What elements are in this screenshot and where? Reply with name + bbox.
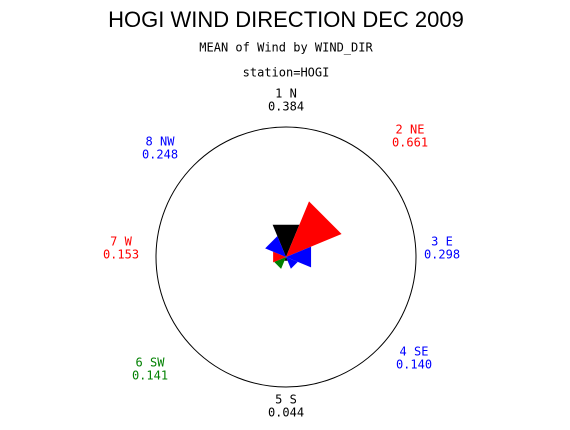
value-label: 0.248	[142, 148, 178, 162]
value-label: 0.661	[392, 136, 428, 150]
value-label: 0.384	[268, 100, 304, 114]
wedge	[274, 257, 286, 269]
direction-label: 8 NW	[146, 135, 176, 149]
wedge	[265, 236, 286, 257]
wedge	[272, 224, 300, 257]
by-line: station=HOGI	[243, 66, 330, 80]
direction-label: 1 N	[275, 87, 297, 101]
value-label: 0.153	[103, 248, 139, 262]
value-label: 0.044	[268, 406, 304, 420]
outline-circle	[155, 126, 417, 388]
wedge	[273, 251, 286, 263]
direction-label: 2 NE	[396, 123, 425, 137]
wedge	[284, 257, 288, 261]
chart-subtitle: MEAN of Wind by WIND_DIR	[199, 41, 373, 55]
value-label: 0.141	[132, 369, 168, 383]
value-label: 0.298	[424, 248, 460, 262]
direction-label: 3 E	[431, 235, 453, 249]
wedge	[286, 246, 312, 268]
wedge	[286, 201, 342, 257]
wedge	[286, 257, 298, 269]
direction-label: 4 SE	[400, 345, 429, 359]
direction-label: 7 W	[110, 235, 132, 249]
direction-label: 6 SW	[136, 356, 166, 370]
chart-title: HOGI WIND DIRECTION DEC 2009	[108, 7, 464, 32]
value-label: 0.140	[396, 358, 432, 372]
direction-label: 5 S	[275, 393, 297, 407]
